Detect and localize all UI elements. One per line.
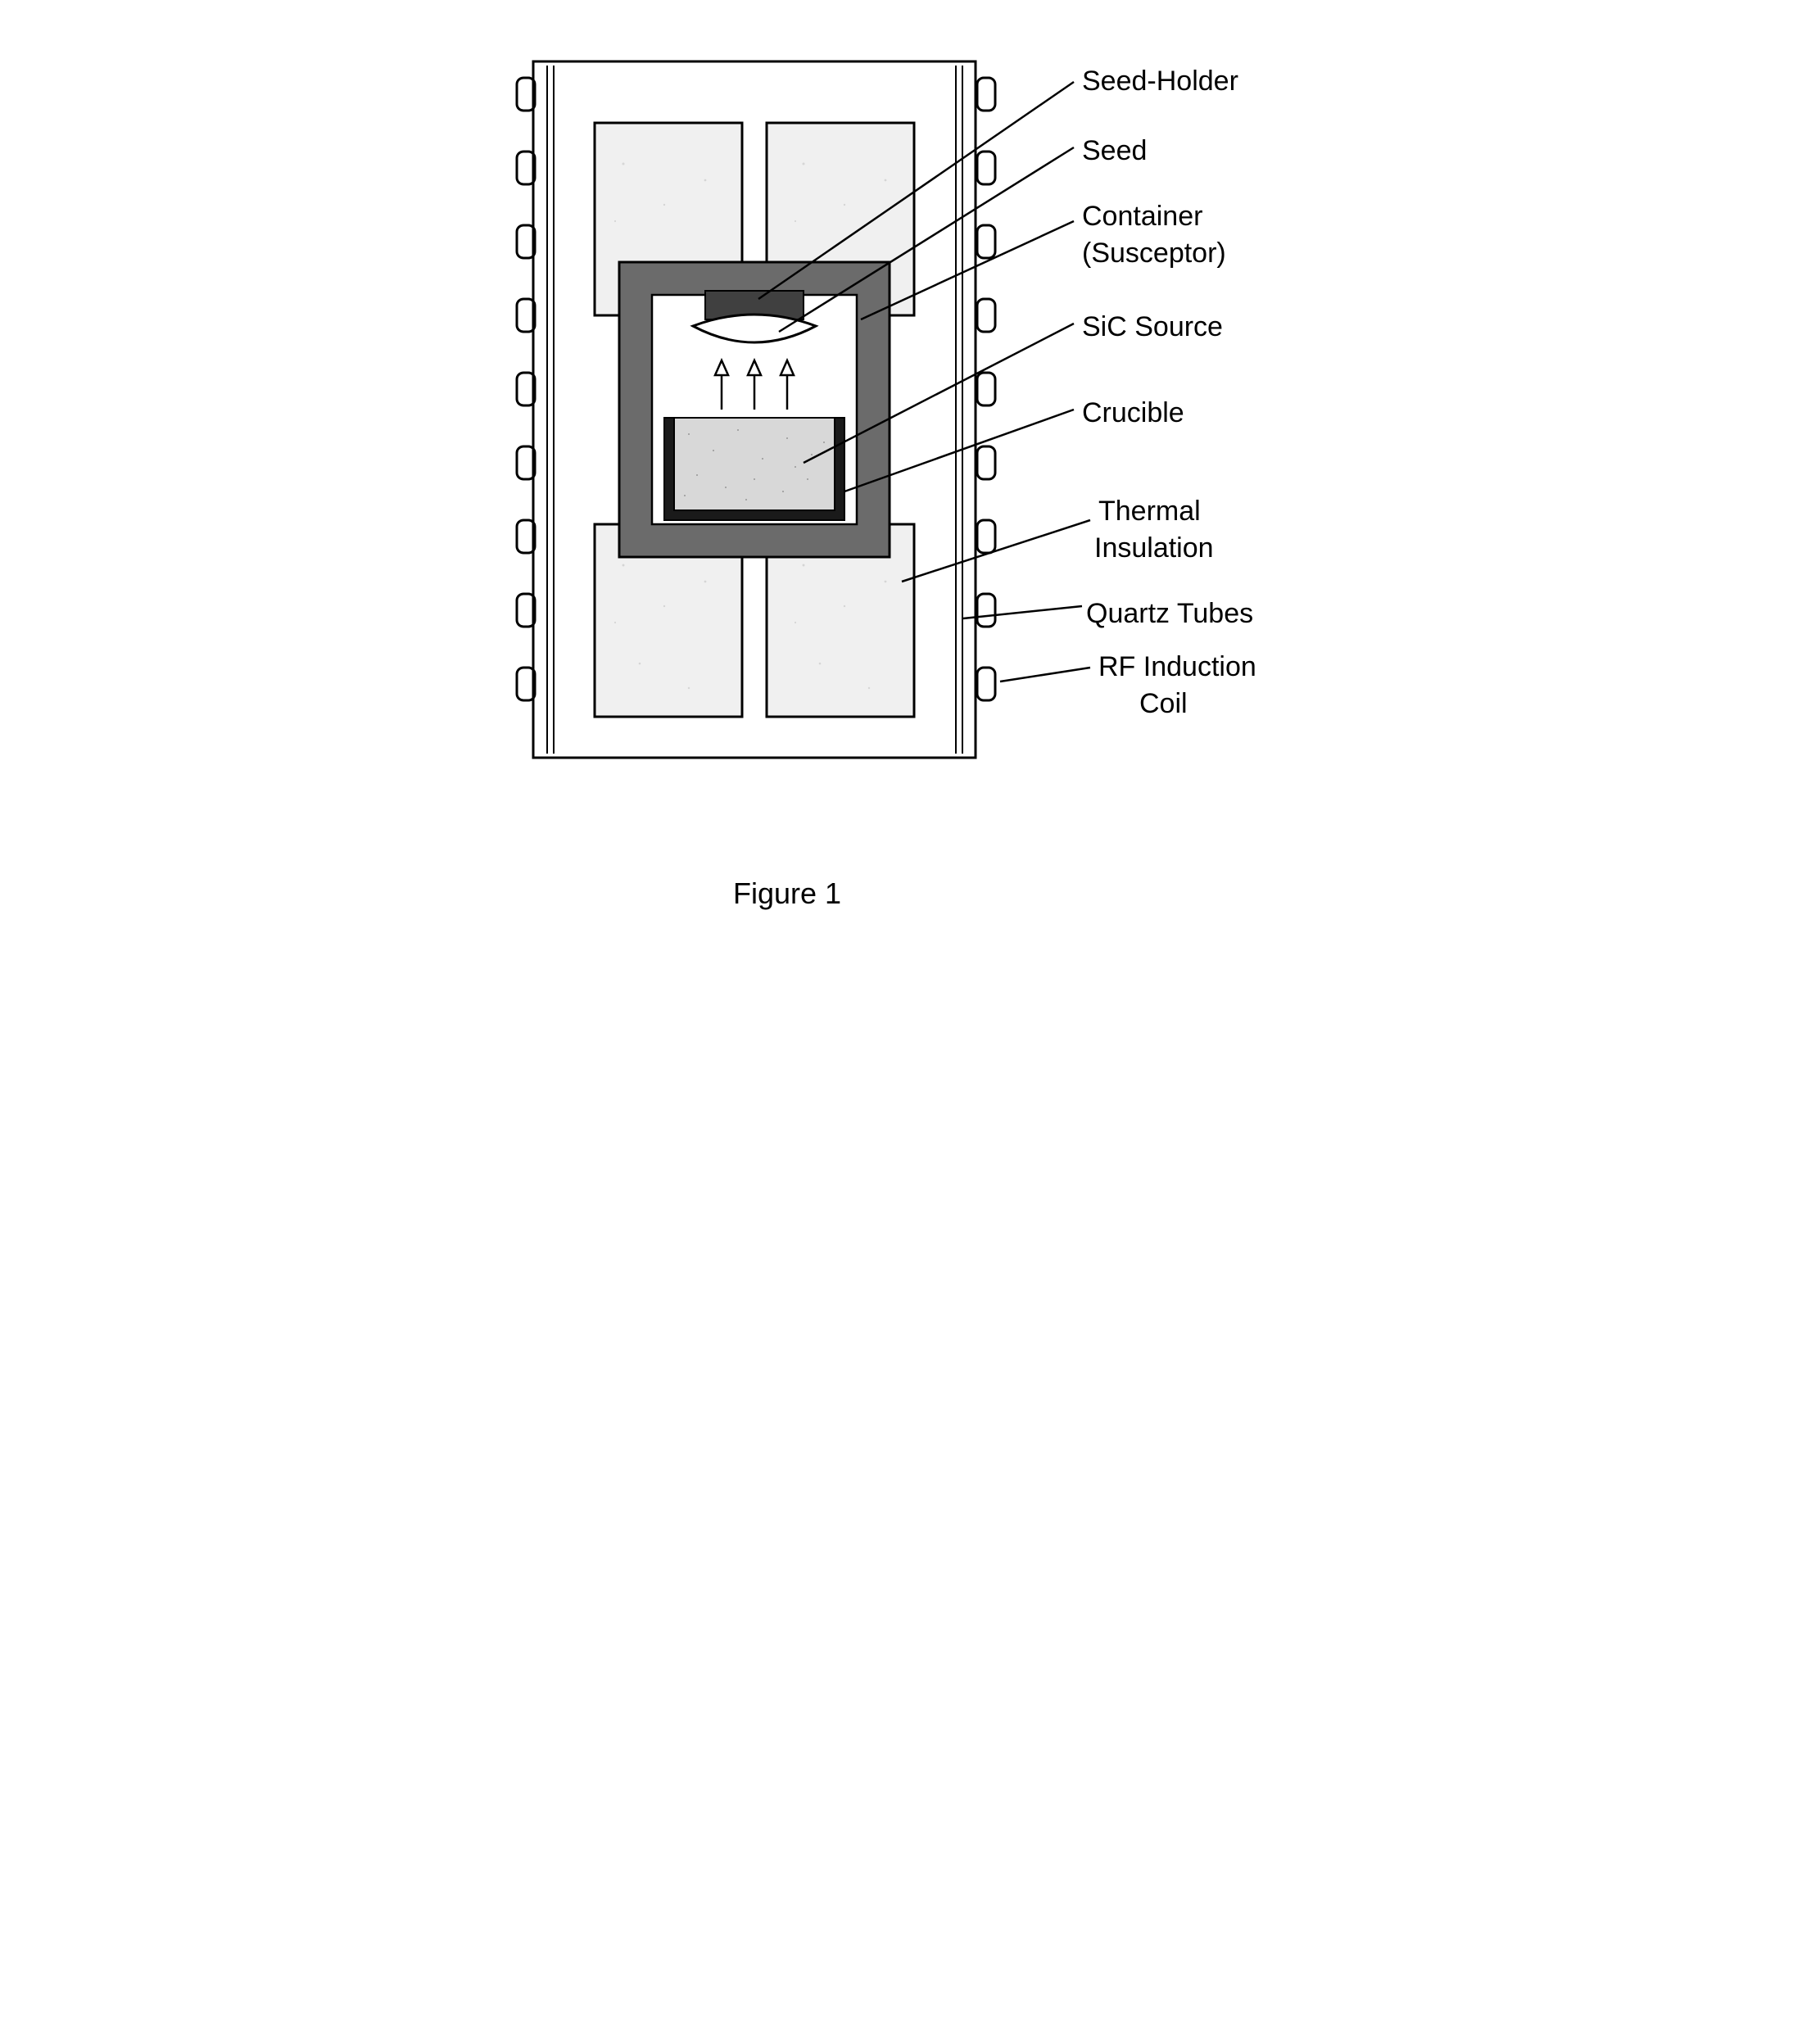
label-susceptor: (Susceptor) <box>1082 238 1226 269</box>
figure-caption: Figure 1 <box>500 876 1074 911</box>
label-sic-source: SiC Source <box>1082 311 1223 343</box>
label-seed-holder: Seed-Holder <box>1082 66 1238 97</box>
sic-source <box>674 418 835 510</box>
rf-coils-right <box>977 78 995 700</box>
figure-container: Seed-Holder Seed Container (Susceptor) S… <box>500 33 1320 950</box>
label-rf-induction: RF Induction <box>1098 651 1256 683</box>
label-seed: Seed <box>1082 135 1147 167</box>
label-coil: Coil <box>1139 688 1188 720</box>
label-container: Container <box>1082 201 1202 233</box>
label-thermal: Thermal <box>1098 496 1201 528</box>
label-quartz-tubes: Quartz Tubes <box>1086 598 1253 630</box>
crucible <box>664 418 844 520</box>
label-crucible: Crucible <box>1082 397 1184 429</box>
label-insulation: Insulation <box>1094 532 1214 564</box>
